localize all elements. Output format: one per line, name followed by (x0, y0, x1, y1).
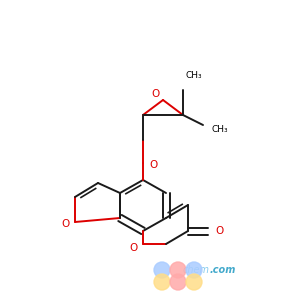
Text: chem: chem (183, 265, 210, 275)
Text: O: O (61, 219, 69, 229)
Text: O: O (151, 89, 159, 99)
Text: O: O (149, 160, 157, 170)
Text: CH₃: CH₃ (211, 125, 228, 134)
Text: CH₃: CH₃ (186, 71, 202, 80)
Circle shape (154, 262, 170, 278)
Circle shape (186, 274, 202, 290)
Text: .com: .com (210, 265, 236, 275)
Text: O: O (216, 226, 224, 236)
Text: O: O (129, 243, 137, 253)
Circle shape (170, 274, 186, 290)
Circle shape (186, 262, 202, 278)
Circle shape (154, 274, 170, 290)
Circle shape (170, 262, 186, 278)
